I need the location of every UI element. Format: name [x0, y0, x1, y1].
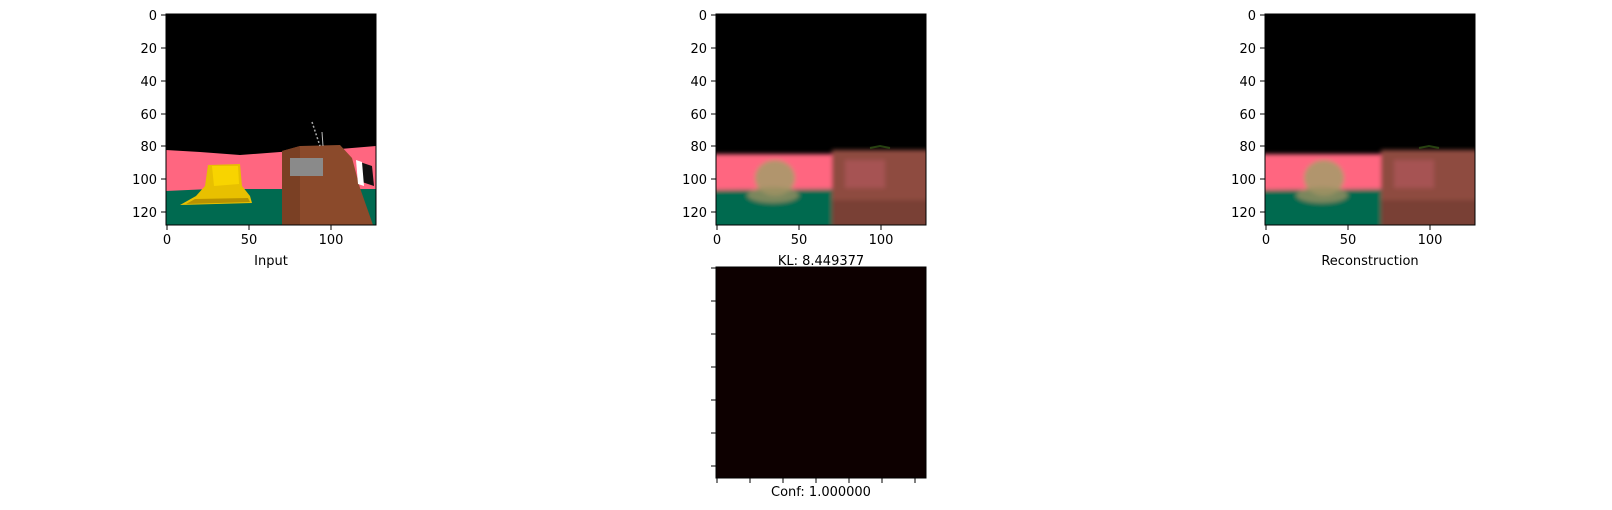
y-tick-label: 40	[690, 75, 707, 90]
x-tick-label: 0	[1262, 233, 1270, 248]
y-tick-label: 80	[1239, 140, 1256, 155]
input-y-axis: 0 20 40 60 80 100 120	[132, 9, 166, 221]
y-tick-label: 80	[690, 140, 707, 155]
heatmap-cell	[716, 267, 926, 478]
x-tick-label: 0	[713, 233, 721, 248]
y-tick-label: 60	[1239, 108, 1256, 123]
confidence-y-ticks	[711, 267, 716, 467]
panel-reconstruction: 0 20 40 60 80 100 120 0 50 100 Reconstru…	[1231, 9, 1476, 269]
y-tick-label: 40	[1239, 75, 1256, 90]
y-tick-label: 40	[140, 75, 157, 90]
kl-x-axis: 0 50 100	[713, 225, 894, 248]
x-axis-label: Input	[254, 254, 288, 269]
y-tick-label: 100	[132, 173, 157, 188]
reconstruction-y-axis: 0 20 40 60 80 100 120	[1231, 9, 1265, 221]
y-tick-label: 120	[682, 206, 707, 221]
y-tick-label: 80	[140, 140, 157, 155]
y-tick-label: 0	[699, 9, 707, 24]
x-tick-label: 100	[869, 233, 894, 248]
input-x-axis: 0 50 100 Input	[163, 225, 344, 269]
y-tick-label: 0	[1248, 9, 1256, 24]
y-tick-label: 120	[1231, 206, 1256, 221]
panel-confidence: Conf: 1.000000	[711, 266, 927, 500]
x-tick-label: 50	[1340, 233, 1357, 248]
y-tick-label: 120	[132, 206, 157, 221]
y-tick-label: 60	[690, 108, 707, 123]
x-tick-label: 100	[319, 233, 344, 248]
panel-kl: 0 20 40 60 80 100 120 0 50 100	[682, 9, 927, 248]
x-tick-label: 50	[791, 233, 808, 248]
input-image	[166, 14, 376, 225]
x-tick-label: 0	[163, 233, 171, 248]
y-tick-label: 20	[140, 42, 157, 57]
y-tick-label: 20	[1239, 42, 1256, 57]
y-tick-label: 100	[1231, 173, 1256, 188]
confidence-x-ticks	[716, 478, 916, 483]
x-tick-label: 100	[1418, 233, 1443, 248]
x-axis-label: Reconstruction	[1321, 254, 1418, 269]
reconstruction-image	[1265, 14, 1475, 225]
kl-image	[716, 14, 926, 225]
panel-input: 0 20 40 60 80 100 120 0 50 100 Input	[132, 9, 377, 269]
y-tick-label: 20	[690, 42, 707, 57]
y-tick-label: 60	[140, 108, 157, 123]
y-tick-label: 0	[149, 9, 157, 24]
x-axis-label: KL: 8.449377	[778, 254, 864, 269]
x-tick-label: 50	[241, 233, 258, 248]
kl-y-axis: 0 20 40 60 80 100 120	[682, 9, 716, 221]
reconstruction-x-axis: 0 50 100 Reconstruction	[1262, 225, 1443, 269]
y-tick-label: 100	[682, 173, 707, 188]
x-axis-label: Conf: 1.000000	[771, 485, 871, 500]
